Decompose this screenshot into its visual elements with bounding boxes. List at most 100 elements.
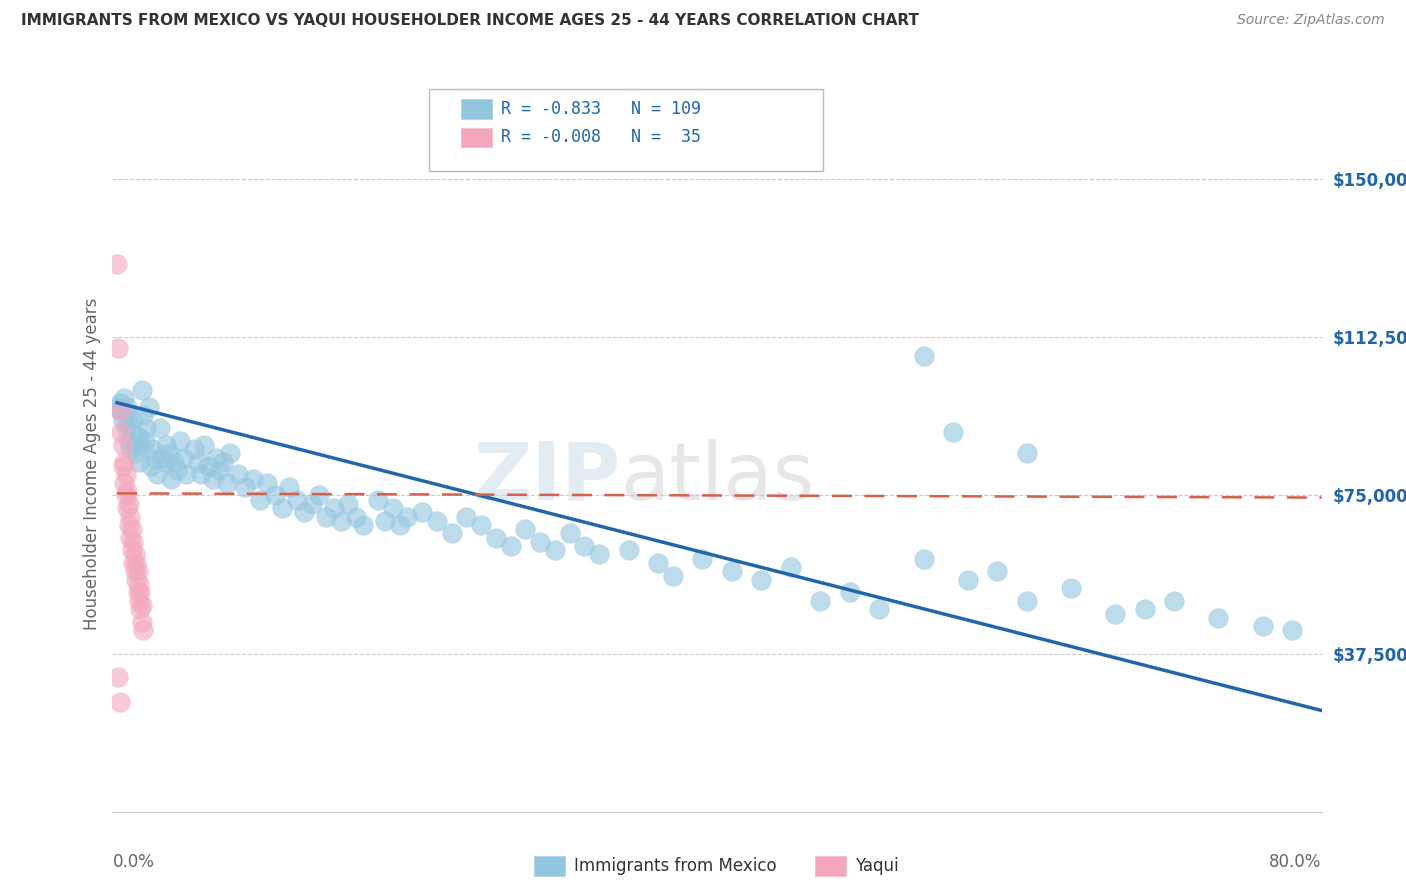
Point bbox=[838, 585, 860, 599]
Point bbox=[111, 438, 134, 452]
Point bbox=[169, 434, 191, 448]
Point bbox=[1104, 607, 1126, 621]
Point bbox=[187, 455, 209, 469]
Point bbox=[111, 458, 134, 473]
Point bbox=[107, 400, 129, 414]
Y-axis label: Householder Income Ages 25 - 44 years: Householder Income Ages 25 - 44 years bbox=[83, 298, 101, 630]
Point bbox=[515, 522, 537, 536]
Point bbox=[172, 450, 194, 465]
Text: 80.0%: 80.0% bbox=[1270, 854, 1322, 871]
Point bbox=[1133, 602, 1156, 616]
Point bbox=[381, 501, 404, 516]
Point bbox=[956, 573, 979, 587]
Point bbox=[127, 429, 149, 443]
Point bbox=[122, 412, 145, 426]
Point bbox=[301, 497, 323, 511]
Point bbox=[124, 548, 146, 562]
Point bbox=[124, 438, 146, 452]
Point bbox=[166, 463, 188, 477]
Point bbox=[912, 349, 935, 363]
Point bbox=[485, 531, 508, 545]
Point bbox=[374, 514, 396, 528]
Point bbox=[128, 577, 150, 591]
Point bbox=[132, 624, 155, 638]
Point bbox=[129, 585, 152, 599]
Point bbox=[315, 509, 337, 524]
Point bbox=[233, 480, 256, 494]
Point bbox=[720, 565, 742, 579]
Point bbox=[114, 488, 136, 502]
Text: Immigrants from Mexico: Immigrants from Mexico bbox=[574, 857, 776, 875]
Text: atlas: atlas bbox=[620, 439, 814, 516]
Point bbox=[1015, 594, 1038, 608]
Point bbox=[263, 488, 285, 502]
Text: Yaqui: Yaqui bbox=[855, 857, 898, 875]
Point bbox=[256, 475, 278, 490]
Point bbox=[204, 450, 226, 465]
Point bbox=[131, 615, 153, 629]
Point bbox=[107, 670, 129, 684]
Point bbox=[150, 450, 173, 465]
Point bbox=[125, 446, 148, 460]
Point bbox=[499, 539, 522, 553]
Point bbox=[779, 560, 801, 574]
Point bbox=[118, 497, 141, 511]
Point bbox=[120, 531, 142, 545]
Point bbox=[153, 455, 176, 469]
Point bbox=[120, 509, 142, 524]
Point bbox=[111, 412, 134, 426]
Point bbox=[121, 522, 143, 536]
Point bbox=[114, 409, 136, 423]
Point bbox=[308, 488, 330, 502]
Point bbox=[110, 404, 132, 418]
Point bbox=[139, 458, 162, 473]
Point bbox=[132, 409, 155, 423]
Point bbox=[912, 551, 935, 566]
Point bbox=[330, 514, 353, 528]
Point bbox=[574, 539, 596, 553]
Point bbox=[868, 602, 890, 616]
Point bbox=[124, 565, 146, 579]
Text: R = -0.008   N =  35: R = -0.008 N = 35 bbox=[501, 128, 700, 146]
Point bbox=[217, 475, 239, 490]
Point bbox=[242, 472, 264, 486]
Point bbox=[942, 425, 965, 440]
Point bbox=[201, 472, 224, 486]
Point bbox=[134, 434, 156, 448]
Text: IMMIGRANTS FROM MEXICO VS YAQUI HOUSEHOLDER INCOME AGES 25 - 44 YEARS CORRELATIO: IMMIGRANTS FROM MEXICO VS YAQUI HOUSEHOL… bbox=[21, 13, 920, 29]
Point bbox=[344, 509, 367, 524]
Point bbox=[149, 421, 172, 435]
Text: R = -0.833   N = 109: R = -0.833 N = 109 bbox=[501, 100, 700, 118]
Point bbox=[440, 526, 463, 541]
Point bbox=[647, 556, 669, 570]
Point bbox=[278, 480, 301, 494]
Point bbox=[121, 543, 143, 558]
Point bbox=[105, 256, 128, 270]
Point bbox=[1015, 446, 1038, 460]
Point bbox=[219, 446, 242, 460]
Point bbox=[588, 548, 610, 562]
Point bbox=[112, 475, 135, 490]
Point bbox=[131, 383, 153, 397]
Point bbox=[212, 455, 235, 469]
Point bbox=[142, 450, 165, 465]
Point bbox=[183, 442, 205, 456]
Point bbox=[322, 501, 344, 516]
Text: ZIP: ZIP bbox=[472, 439, 620, 516]
Point bbox=[128, 455, 150, 469]
Point bbox=[120, 442, 142, 456]
Point bbox=[115, 400, 138, 414]
Point bbox=[125, 573, 148, 587]
Point bbox=[426, 514, 449, 528]
Point bbox=[128, 594, 150, 608]
Point bbox=[112, 392, 135, 406]
Point bbox=[197, 458, 219, 473]
Point bbox=[249, 492, 271, 507]
Point bbox=[121, 425, 143, 440]
Point bbox=[226, 467, 249, 482]
Point bbox=[112, 455, 135, 469]
Point bbox=[114, 421, 136, 435]
Point bbox=[145, 467, 167, 482]
Point bbox=[337, 497, 360, 511]
Point bbox=[749, 573, 772, 587]
